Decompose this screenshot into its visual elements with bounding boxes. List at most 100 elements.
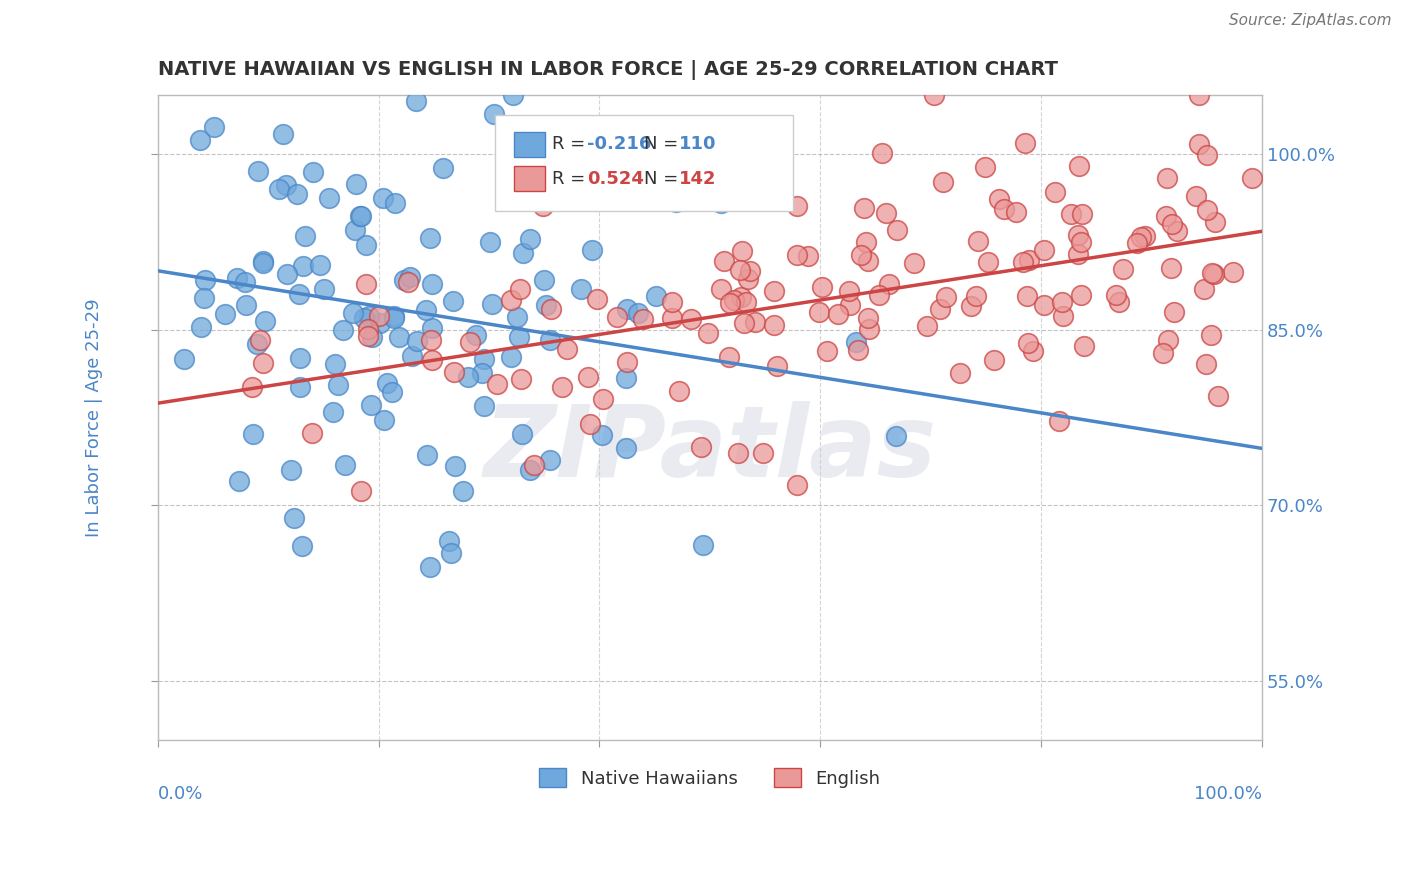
Point (396, 276, 419, 290)
Point (616, 355, 638, 369)
Text: NATIVE HAWAIIAN VS ENGLISH IN LABOR FORCE | AGE 25-29 CORRELATION CHART: NATIVE HAWAIIAN VS ENGLISH IN LABOR FORC… (157, 60, 1057, 79)
Point (903, 256, 925, 270)
Point (1160, 261, 1182, 276)
Point (401, 349, 423, 363)
Point (247, 164, 270, 178)
Text: N =: N = (644, 169, 683, 187)
Text: -0.216: -0.216 (588, 136, 651, 153)
Point (730, 290, 752, 304)
Point (960, 299, 983, 313)
Point (294, 228, 316, 243)
Point (1201, 266, 1223, 280)
Point (1005, 205, 1028, 219)
Point (737, 272, 759, 286)
Point (967, 234, 990, 248)
Point (458, 335, 481, 350)
Point (1047, 414, 1070, 428)
Point (419, 560, 441, 574)
Point (665, 195, 688, 210)
Point (762, 318, 785, 332)
Point (762, 284, 785, 298)
Point (534, 297, 557, 311)
Point (519, 232, 541, 246)
Point (290, 351, 312, 365)
Point (420, 321, 443, 335)
Point (1032, 298, 1054, 312)
Point (242, 427, 264, 442)
Point (368, 309, 391, 323)
Point (786, 247, 808, 261)
Point (387, 330, 409, 344)
Point (291, 259, 314, 273)
Point (312, 282, 335, 296)
Point (879, 277, 901, 291)
Point (382, 310, 405, 325)
Point (613, 183, 636, 197)
Point (766, 359, 789, 373)
Point (301, 425, 323, 440)
Point (679, 311, 702, 326)
Point (481, 297, 503, 311)
Text: In Labor Force | Age 25-29: In Labor Force | Age 25-29 (84, 298, 103, 537)
Point (731, 244, 754, 259)
Point (194, 273, 217, 287)
Point (644, 289, 666, 303)
Point (1070, 288, 1092, 302)
Point (1011, 255, 1033, 269)
Text: Source: ZipAtlas.com: Source: ZipAtlas.com (1229, 13, 1392, 29)
Point (797, 250, 820, 264)
Point (856, 311, 879, 326)
Point (1241, 171, 1264, 186)
Point (472, 400, 495, 414)
Point (246, 337, 269, 351)
Point (692, 538, 714, 552)
Text: 100.0%: 100.0% (1194, 785, 1263, 803)
Point (1015, 288, 1038, 302)
Point (405, 94, 427, 108)
Point (690, 192, 713, 206)
Point (733, 316, 755, 330)
Point (932, 175, 955, 189)
Point (267, 182, 290, 196)
Point (357, 309, 380, 323)
Point (291, 540, 314, 554)
Text: 110: 110 (679, 136, 717, 153)
Point (627, 306, 650, 320)
Point (349, 209, 371, 223)
Point (280, 463, 302, 477)
Point (591, 428, 613, 442)
Point (728, 262, 751, 277)
Point (555, 343, 578, 357)
Point (1014, 136, 1036, 151)
Point (382, 310, 405, 324)
Text: R =: R = (553, 169, 591, 187)
Point (342, 306, 364, 320)
Point (328, 378, 350, 392)
Point (531, 199, 554, 213)
Point (922, 88, 945, 103)
Point (929, 302, 952, 317)
Point (253, 314, 276, 328)
Point (1185, 189, 1208, 203)
Point (301, 165, 323, 179)
Point (1067, 227, 1090, 242)
Point (499, 293, 522, 307)
Point (538, 333, 561, 347)
Point (419, 333, 441, 347)
Point (1199, 327, 1222, 342)
Point (786, 199, 808, 213)
Point (381, 384, 404, 399)
Point (482, 107, 505, 121)
Point (309, 258, 332, 272)
Point (717, 350, 740, 364)
Point (190, 319, 212, 334)
Point (384, 196, 406, 211)
Point (214, 307, 236, 321)
Point (875, 206, 897, 220)
Point (202, 120, 225, 134)
Point (1070, 235, 1092, 250)
Point (1156, 209, 1178, 223)
Point (441, 294, 464, 309)
Point (371, 191, 394, 205)
Point (1166, 224, 1188, 238)
